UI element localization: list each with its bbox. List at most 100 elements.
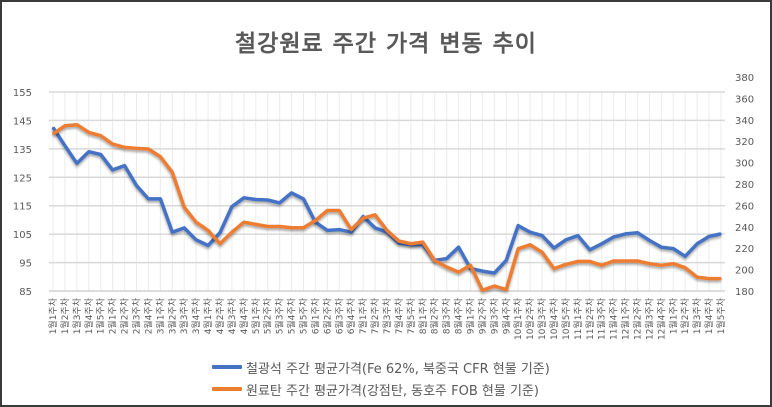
coking-coal-data-point	[493, 285, 496, 287]
x-axis-tick-label: 3월4주차	[190, 297, 202, 334]
x-axis-tick-label: 2월3주차	[131, 297, 143, 334]
coking-coal-data-point	[135, 147, 138, 150]
right-axis-tick-label: 240	[735, 223, 754, 234]
iron-ore-data-point	[541, 234, 543, 237]
coking-coal-data-point	[672, 262, 675, 265]
coking-coal-data-point	[386, 229, 388, 232]
iron-ore-data-point	[243, 196, 245, 199]
iron-ore-data-point	[529, 231, 531, 233]
coking-coal-data-point	[553, 267, 555, 270]
left-axis-tick-label: 85	[19, 287, 32, 298]
x-axis-tick-label: 2월1주차	[107, 297, 119, 334]
x-axis-tick-label: 12월3주차	[643, 297, 655, 340]
coking-coal-data-point	[469, 264, 472, 267]
x-axis-tick-label: 2월2주차	[119, 297, 131, 334]
coking-coal-data-point	[111, 143, 114, 145]
coking-coal-data-point	[183, 206, 186, 209]
x-axis-tick-label: 7월2주차	[369, 297, 381, 334]
x-axis-tick-label: 1월5주차	[715, 297, 727, 334]
x-axis-tick-label: 3월3주차	[178, 297, 190, 334]
x-axis-tick-label: 6월1주차	[309, 297, 321, 334]
iron-ore-data-point	[457, 246, 460, 249]
iron-ore-data-point	[720, 233, 722, 235]
x-axis-tick-label: 7월4주차	[393, 297, 405, 334]
x-axis-tick-label: 8월3주차	[441, 297, 453, 334]
x-axis-tick-label: 7월3주차	[381, 297, 393, 334]
coking-coal-data-point	[374, 214, 376, 216]
x-axis-tick-label: 1월4주차	[703, 297, 715, 334]
x-axis-tick-label: 1월1주차	[667, 297, 679, 334]
coking-coal-data-point	[588, 260, 591, 263]
iron-ore-data-point	[278, 202, 281, 204]
coking-coal-data-point	[231, 231, 233, 233]
left-axis-tick-label: 105	[13, 230, 32, 241]
iron-ore-data-point	[505, 259, 508, 262]
coking-coal-data-point	[350, 228, 353, 231]
left-axis-tick-label: 135	[13, 145, 32, 156]
left-axis-tick-label: 155	[13, 88, 32, 99]
x-axis-tick-label: 4월1주차	[202, 297, 214, 334]
x-axis-tick-label: 1월1주차	[47, 297, 59, 334]
x-axis-tick-label: 5월3주차	[274, 297, 286, 334]
iron-ore-data-point	[684, 255, 687, 258]
coking-coal-data-point	[648, 262, 651, 265]
iron-ore-data-point	[290, 192, 293, 194]
x-axis-tick-label: 5월5주차	[298, 297, 310, 334]
x-axis-tick-label: 3월1주차	[154, 297, 166, 334]
coking-coal-data-point	[76, 123, 78, 126]
legend-swatch-iron-ore	[212, 365, 242, 369]
x-axis-tick-label: 12월1주차	[620, 297, 632, 340]
x-axis-tick-label: 9월2주차	[476, 297, 488, 334]
coking-coal-data-point	[696, 276, 698, 278]
coking-coal-data-point	[207, 229, 209, 232]
iron-ore-data-point	[517, 224, 520, 227]
coking-coal-data-point	[517, 247, 520, 250]
x-axis-tick-label: 6월3주차	[333, 297, 345, 334]
iron-ore-data-point	[553, 247, 555, 249]
coking-coal-data-point	[445, 266, 448, 268]
iron-ore-data-point	[76, 162, 78, 165]
right-axis-tick-label: 300	[735, 159, 754, 170]
coking-coal-data-point	[278, 225, 281, 228]
x-axis-tick-label: 8월4주차	[453, 297, 465, 334]
iron-ore-data-point	[171, 231, 174, 233]
coking-coal-data-point	[624, 260, 627, 262]
x-axis-tick-label: 11월2주차	[584, 297, 596, 340]
iron-ore-data-point	[481, 270, 484, 272]
coking-coal-data-point	[481, 289, 484, 292]
iron-ore-data-point	[231, 205, 233, 208]
x-axis-tick-label: 8월2주차	[429, 297, 441, 334]
x-axis-tick-label: 1월3주차	[691, 297, 703, 334]
x-axis-tick-label: 1월2주차	[679, 297, 691, 334]
left-axis-tick-label: 115	[13, 202, 32, 213]
coking-coal-data-point	[87, 131, 90, 134]
iron-ore-data-point	[708, 235, 710, 238]
iron-ore-data-point	[577, 234, 579, 237]
x-axis-tick-label: 10월1주차	[512, 297, 524, 340]
iron-ore-data-point	[87, 150, 90, 153]
coking-coal-data-point	[565, 263, 567, 266]
x-axis-tick-label: 8월1주차	[417, 297, 429, 334]
iron-ore-data-point	[266, 199, 269, 201]
iron-ore-data-point	[648, 239, 651, 242]
iron-ore-data-point	[52, 126, 54, 129]
right-axis-tick-label: 260	[735, 201, 754, 212]
iron-ore-data-point	[123, 164, 126, 167]
coking-coal-data-point	[290, 226, 293, 229]
iron-ore-data-point	[254, 198, 257, 201]
iron-ore-data-point	[350, 231, 353, 233]
coking-coal-data-point	[720, 277, 722, 280]
legend-swatch-coking-coal	[212, 387, 242, 391]
x-axis-tick-label: 5월1주차	[250, 297, 262, 334]
x-axis-tick-label: 10월2주차	[524, 297, 536, 340]
coking-coal-data-point	[660, 264, 663, 267]
coking-coal-data-point	[708, 277, 710, 280]
left-axis-tick-label: 145	[13, 116, 32, 127]
iron-ore-data-point	[338, 228, 341, 231]
x-axis-tick-label: 11월1주차	[572, 297, 584, 340]
right-axis-tick-label: 360	[735, 94, 754, 105]
x-axis-tick-label: 10월4주차	[548, 297, 560, 340]
x-axis-tick-label: 11월4주차	[608, 297, 620, 340]
coking-coal-data-point	[52, 133, 54, 135]
